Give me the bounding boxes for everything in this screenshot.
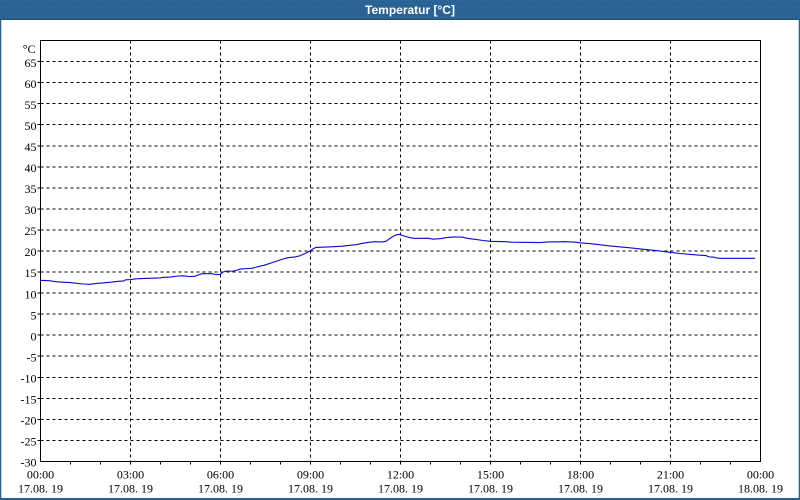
- svg-text:21:00: 21:00: [657, 468, 684, 482]
- svg-text:09:00: 09:00: [297, 468, 324, 482]
- svg-text:-10: -10: [21, 372, 37, 386]
- svg-text:40: 40: [25, 161, 37, 175]
- svg-text:-20: -20: [21, 414, 37, 428]
- svg-text:15: 15: [25, 266, 37, 280]
- svg-text:25: 25: [25, 224, 37, 238]
- svg-text:18.08. 19: 18.08. 19: [738, 482, 783, 496]
- svg-text:17.08. 19: 17.08. 19: [468, 482, 513, 496]
- svg-text:17.08. 19: 17.08. 19: [108, 482, 153, 496]
- svg-text:17.08. 19: 17.08. 19: [648, 482, 693, 496]
- svg-text:Temperatur [°C]: Temperatur [°C]: [365, 3, 455, 17]
- svg-text:45: 45: [25, 140, 37, 154]
- svg-text:50: 50: [25, 119, 37, 133]
- svg-text:-30: -30: [21, 456, 37, 470]
- svg-text:-5: -5: [27, 350, 37, 364]
- svg-text:17.08. 19: 17.08. 19: [558, 482, 603, 496]
- svg-text:00:00: 00:00: [27, 468, 54, 482]
- svg-text:00:00: 00:00: [747, 468, 774, 482]
- svg-text:17.08. 19: 17.08. 19: [378, 482, 423, 496]
- svg-text:20: 20: [25, 245, 37, 259]
- svg-text:60: 60: [25, 77, 37, 91]
- svg-text:06:00: 06:00: [207, 468, 234, 482]
- svg-text:10: 10: [25, 287, 37, 301]
- svg-text:65: 65: [25, 56, 37, 70]
- svg-text:15:00: 15:00: [477, 468, 504, 482]
- svg-text:-15: -15: [21, 393, 37, 407]
- svg-text:18:00: 18:00: [567, 468, 594, 482]
- svg-text:-25: -25: [21, 435, 37, 449]
- svg-text:17.08. 19: 17.08. 19: [18, 482, 63, 496]
- svg-text:30: 30: [25, 203, 37, 217]
- svg-text:17.08. 19: 17.08. 19: [288, 482, 333, 496]
- svg-text:0: 0: [31, 329, 37, 343]
- svg-text:55: 55: [25, 98, 37, 112]
- svg-text:03:00: 03:00: [117, 468, 144, 482]
- svg-text:35: 35: [25, 182, 37, 196]
- svg-text:12:00: 12:00: [387, 468, 414, 482]
- svg-text:°C: °C: [23, 42, 36, 56]
- svg-text:17.08. 19: 17.08. 19: [198, 482, 243, 496]
- svg-text:5: 5: [31, 308, 37, 322]
